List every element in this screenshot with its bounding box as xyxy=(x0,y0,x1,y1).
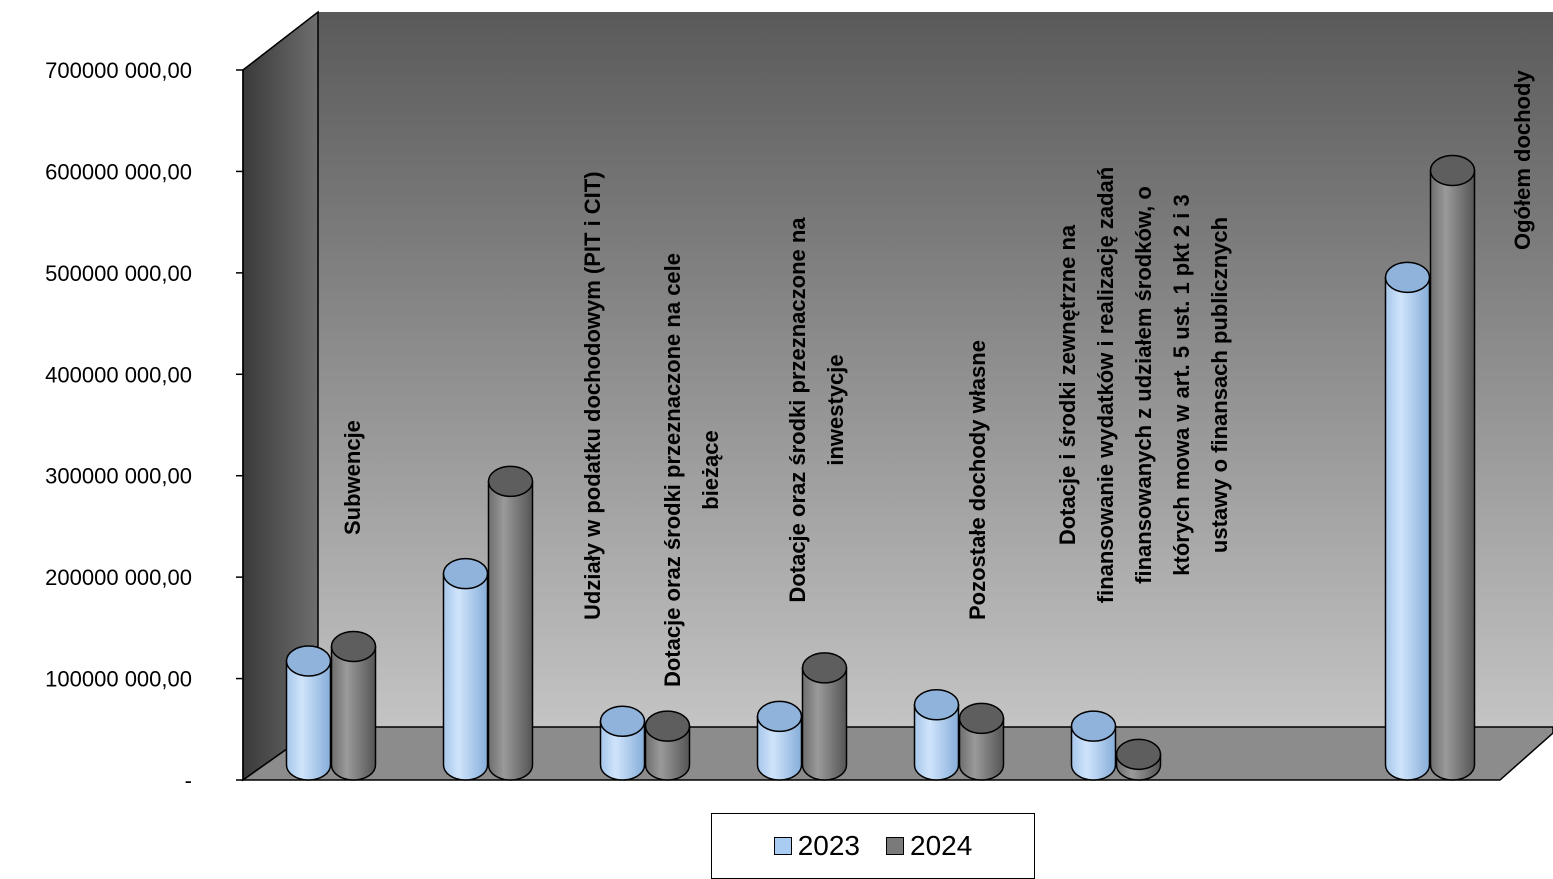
legend-item-2024: 2024 xyxy=(886,830,972,862)
bars xyxy=(285,154,1476,781)
category-label: Ogółem dochody xyxy=(1510,70,1535,250)
y-tick-label: 400000 000,00 xyxy=(45,362,192,387)
bar-2024-2 xyxy=(644,710,691,781)
bar-2023-7 xyxy=(1384,261,1431,781)
bar-2024-5 xyxy=(1115,738,1162,781)
category-label: Udziały w podatku dochodowym (PIT i CIT) xyxy=(580,171,605,620)
legend-swatch-2023 xyxy=(773,837,792,855)
category-label: finansowanych z udziałem środków, o xyxy=(1131,186,1156,584)
category-label: Dotacje i środki zewnętrzne na xyxy=(1055,224,1080,545)
legend-swatch-2024 xyxy=(886,837,904,855)
y-tick-label: 100000 000,00 xyxy=(45,667,192,692)
legend-label-2024: 2024 xyxy=(910,830,973,861)
bar-2023-5 xyxy=(1070,710,1117,781)
legend: 2023 2024 xyxy=(711,813,1035,879)
y-tick-label: 300000 000,00 xyxy=(45,464,192,489)
category-label: Dotacje oraz środki przeznaczone na xyxy=(785,217,810,603)
bar-2023-3 xyxy=(756,700,803,781)
bar-2023-1 xyxy=(442,557,489,781)
category-label: Dotacje oraz środki przeznaczone na cele xyxy=(660,253,685,687)
bar-2023-0 xyxy=(285,645,332,781)
floor xyxy=(240,726,1553,781)
legend-item-2023: 2023 xyxy=(773,830,860,862)
bar-2023-4 xyxy=(913,689,960,781)
category-label: bieżące xyxy=(698,430,723,510)
category-label: których mowa w art. 5 ust. 1 pkt 2 i 3 xyxy=(1169,194,1194,575)
y-tick-label: 700000 000,00 xyxy=(45,58,192,83)
y-tick-label: 200000 000,00 xyxy=(45,565,192,590)
back-wall xyxy=(318,12,1553,727)
bar-2024-1 xyxy=(487,465,534,781)
category-labels: Subwencje Udziały w podatku dochodowym (P… xyxy=(340,70,1535,687)
y-tick-label: 600000 000,00 xyxy=(45,159,192,184)
bar-2024-4 xyxy=(958,702,1005,781)
category-label: finansowanie wydatków i realizację zadań xyxy=(1093,167,1118,603)
category-label: ustawy o finansach publicznych xyxy=(1207,217,1232,553)
category-label: Pozostałe dochody własne xyxy=(965,340,990,620)
legend-label-2023: 2023 xyxy=(797,830,860,861)
bar-2024-7 xyxy=(1429,154,1476,781)
y-tick-label: - xyxy=(185,768,192,793)
bar-2024-3 xyxy=(801,652,848,781)
bar-2023-2 xyxy=(599,705,646,781)
bar-2024-0 xyxy=(330,630,377,781)
category-label: inwestycje xyxy=(823,354,848,465)
y-tick-label: 500000 000,00 xyxy=(45,261,192,286)
y-axis: - 100000 000,00 200000 000,00 300000 000,00… xyxy=(45,58,244,793)
category-label: Subwencje xyxy=(340,420,365,535)
